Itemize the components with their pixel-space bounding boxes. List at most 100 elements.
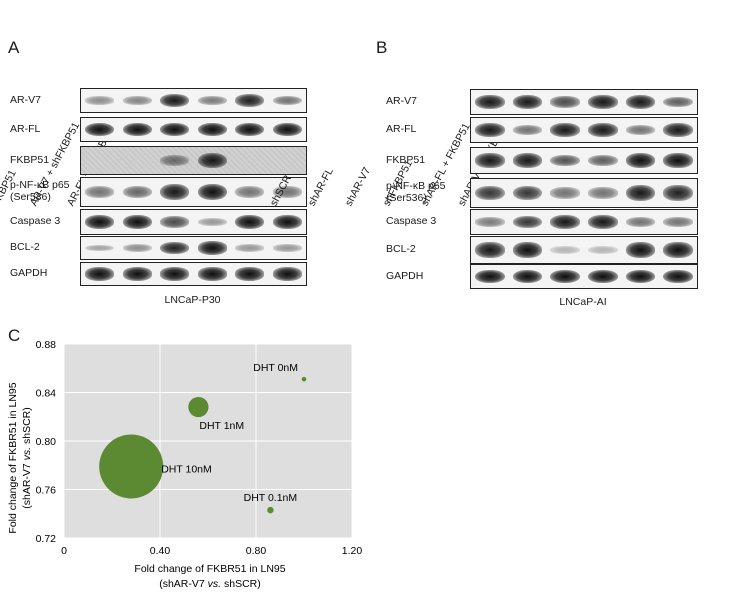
y-tick-label: 0.72 bbox=[36, 533, 57, 545]
x-axis-label: Fold change of FKBR51 in LN95 bbox=[134, 563, 285, 575]
y-tick-label: 0.76 bbox=[36, 485, 57, 497]
panel-a-letter: A bbox=[8, 38, 20, 57]
blot-band bbox=[160, 122, 190, 137]
blot-band bbox=[235, 214, 265, 230]
blot-strip bbox=[80, 209, 307, 235]
row-label-main: Caspase 3 bbox=[386, 215, 437, 227]
blot-band bbox=[512, 153, 543, 168]
row-label-main: GAPDH bbox=[386, 269, 424, 282]
row-label-sub: (Ser536) bbox=[386, 192, 427, 204]
bubble-point bbox=[188, 396, 209, 418]
bubble-point bbox=[99, 434, 164, 499]
blot-band bbox=[625, 95, 656, 109]
blot-band bbox=[235, 244, 265, 252]
blot-band bbox=[512, 95, 543, 109]
blot-band bbox=[272, 122, 302, 137]
blot-band bbox=[625, 184, 656, 202]
blot-band bbox=[588, 246, 618, 254]
blot-band bbox=[550, 154, 580, 167]
blot-band bbox=[550, 123, 580, 137]
blot-row-label: p-NF-κB p65 (Ser536) bbox=[386, 180, 446, 204]
blot-band bbox=[197, 152, 227, 169]
x-tick-label: 0.40 bbox=[150, 545, 171, 557]
bubbles bbox=[99, 376, 307, 514]
row-label-main: AR-V7 bbox=[10, 93, 41, 106]
blot-band bbox=[85, 186, 115, 198]
blot-band bbox=[85, 96, 115, 105]
blot-band bbox=[197, 122, 227, 137]
blot-band bbox=[550, 215, 580, 229]
blot-band bbox=[272, 95, 302, 106]
blot-strip bbox=[470, 209, 698, 235]
x-tick-label: 1.20 bbox=[342, 545, 363, 557]
blot-band bbox=[588, 123, 618, 137]
western-blot-panel-b: shSCR shAR-FL shAR-V7 shFKBP51 shAR-FL + FKB… bbox=[268, 89, 698, 308]
blot-band bbox=[160, 183, 190, 201]
row-label-sub: (Ser536) bbox=[10, 191, 51, 203]
y-tick-label: 0.88 bbox=[36, 339, 57, 351]
blot-band bbox=[588, 269, 618, 284]
cell-line-label: LNCaP-AI bbox=[559, 296, 607, 308]
blot-band bbox=[85, 122, 115, 137]
blot-row-label: GAPDH bbox=[386, 270, 423, 282]
blot-band bbox=[85, 244, 115, 252]
panel-c-letter: C bbox=[8, 326, 21, 345]
row-label-main: AR-V7 bbox=[386, 95, 417, 107]
blot-band bbox=[85, 267, 115, 281]
y-tick-label: 0.80 bbox=[36, 436, 57, 448]
row-label-main: AR-FL bbox=[10, 122, 41, 135]
blot-strip bbox=[470, 236, 698, 264]
row-label-main: BCL-2 bbox=[10, 241, 40, 253]
cell-line-label: LNCaP-P30 bbox=[164, 294, 221, 306]
bubble-label: DHT 0.1nM bbox=[244, 492, 298, 504]
x-axis-label-sub: (shAR-V7 vs. shSCR) bbox=[159, 578, 261, 590]
bubble-chart: DHT 0nM DHT 1nM DHT 10nM DHT 0.1nM 0 0.40 0.8… bbox=[7, 339, 363, 590]
blot-band bbox=[663, 217, 693, 227]
blot-row-label: AR-FL bbox=[386, 123, 416, 135]
blot-strip bbox=[470, 147, 698, 174]
blot-band bbox=[160, 93, 190, 108]
blot-row-label: BCL-2 bbox=[386, 243, 416, 255]
blot-band bbox=[272, 267, 302, 281]
panel-b-letter: B bbox=[376, 38, 388, 57]
blot-band bbox=[588, 215, 618, 229]
blot-band bbox=[550, 96, 580, 108]
row-label-main: FKBP51 bbox=[10, 153, 50, 166]
blot-band bbox=[625, 217, 656, 227]
blot-band bbox=[625, 269, 656, 284]
y-axis-ticks: 0.72 0.76 0.80 0.84 0.88 bbox=[36, 339, 57, 545]
blot-band bbox=[235, 186, 265, 198]
blot-row-label: AR-V7 bbox=[386, 95, 417, 107]
blot-band bbox=[663, 96, 693, 108]
blot-band bbox=[122, 244, 152, 252]
blot-band bbox=[160, 241, 190, 255]
blot-band bbox=[663, 123, 693, 137]
blot-band bbox=[197, 267, 227, 281]
blot-band bbox=[122, 267, 152, 281]
blot-band bbox=[475, 95, 505, 109]
blot-row-label: Caspase 3 bbox=[10, 215, 60, 227]
blot-band bbox=[160, 155, 190, 166]
blot-strip bbox=[470, 178, 698, 208]
blot-band bbox=[475, 217, 505, 227]
blot-band bbox=[197, 96, 227, 105]
blot-strip bbox=[80, 88, 307, 113]
blot-row-label: AR-V7 bbox=[10, 94, 41, 106]
blot-band bbox=[235, 94, 265, 107]
x-tick-label: 0.80 bbox=[246, 545, 267, 557]
blot-row-label: BCL-2 bbox=[10, 241, 40, 253]
bubble-point bbox=[267, 506, 274, 514]
blot-band bbox=[663, 269, 693, 284]
blot-band bbox=[512, 185, 543, 201]
blot-band bbox=[550, 187, 580, 199]
y-axis-label: Fold change of FKBR51 in LN95 bbox=[7, 382, 19, 533]
blot-band bbox=[272, 214, 302, 230]
blot-band bbox=[625, 153, 656, 168]
blot-band bbox=[663, 153, 693, 168]
blot-band bbox=[235, 122, 265, 137]
bubble-label: DHT 1nM bbox=[199, 420, 244, 432]
blot-band bbox=[197, 217, 227, 226]
blot-band bbox=[663, 242, 693, 258]
blot-band bbox=[122, 214, 152, 230]
blot-band bbox=[160, 267, 190, 281]
